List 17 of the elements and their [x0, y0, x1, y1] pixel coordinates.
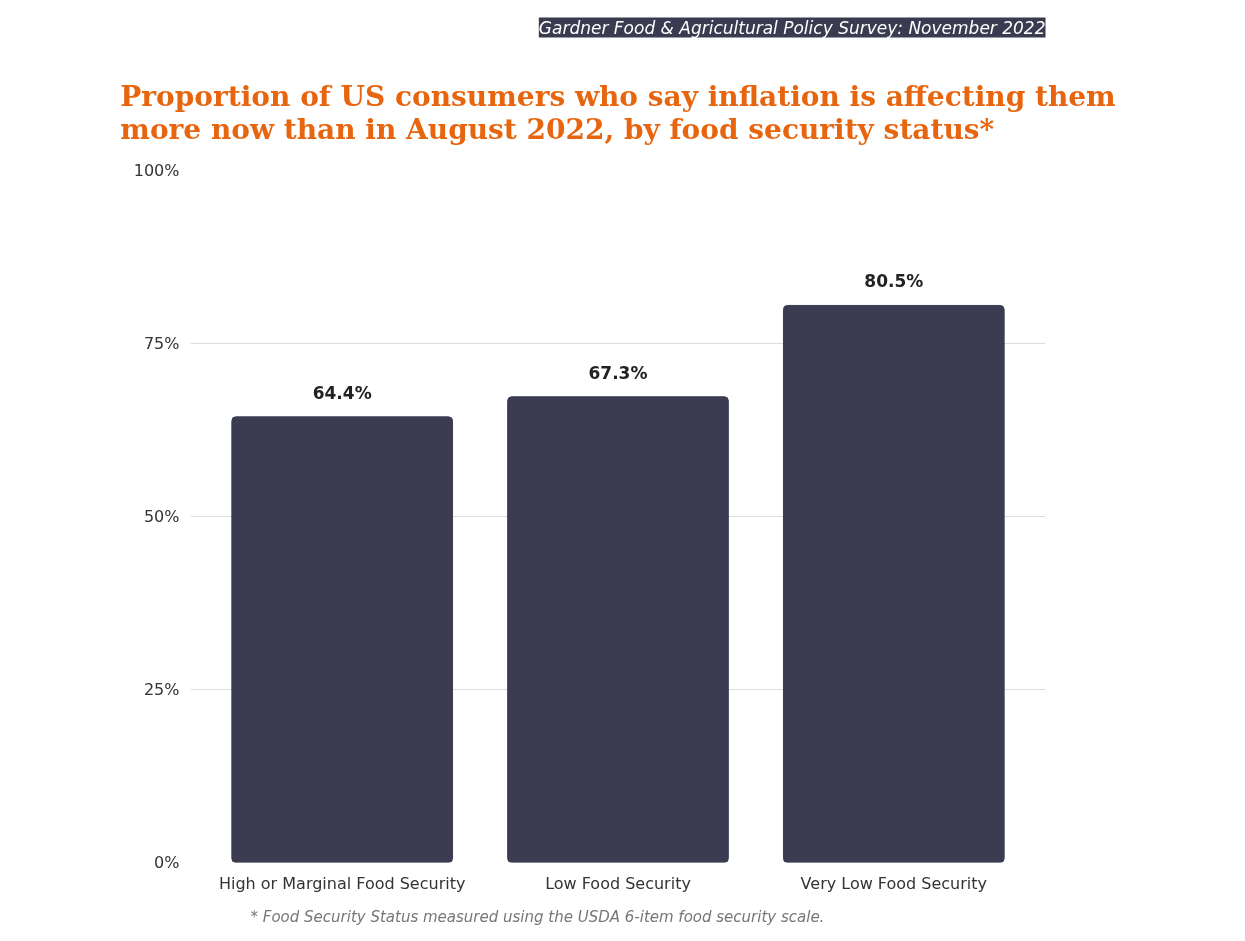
bar: [782, 304, 1005, 863]
y-tick-label: 100%: [133, 161, 180, 180]
data-label: 80.5%: [864, 271, 924, 292]
bar: [231, 416, 454, 863]
x-tick-label: High or Marginal Food Security: [218, 873, 466, 893]
chart-subtitle: Gardner Food & Agricultural Policy Survey: November 2022: [538, 17, 1046, 38]
data-label: 64.4%: [312, 382, 372, 403]
y-tick-label: 75%: [143, 334, 180, 353]
x-tick-label: Very Low Food Security: [800, 873, 988, 893]
bar: [507, 396, 729, 863]
chart-title: Proportion of US consumers who say inflation is affecting them more now than in August 2022, by food security status*: [120, 79, 1116, 146]
data-label: 67.3%: [588, 362, 648, 383]
y-tick-label: 50%: [143, 507, 180, 526]
text: * Food Security Status measured using the USDA 6-item food security scale.: [250, 907, 825, 926]
y-tick-label: 0%: [154, 853, 180, 872]
x-tick-label: Low Food Security: [545, 873, 691, 893]
y-tick-label: 25%: [143, 680, 180, 699]
